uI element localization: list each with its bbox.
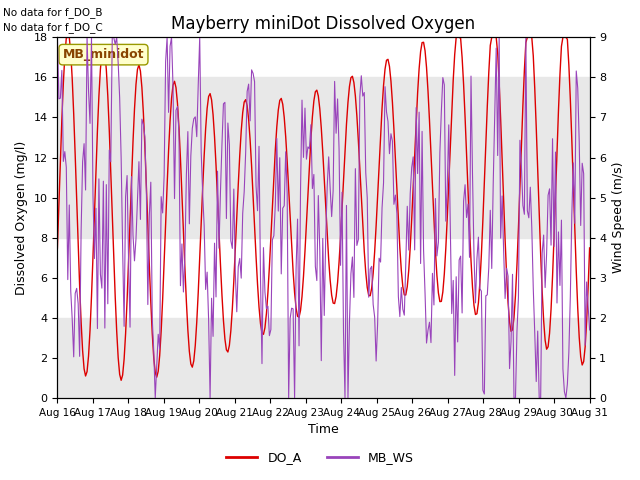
Legend: DO_A, MB_WS: DO_A, MB_WS xyxy=(221,446,419,469)
Text: No data for f_DO_B: No data for f_DO_B xyxy=(3,7,102,18)
Bar xyxy=(58,77,589,238)
Y-axis label: Dissolved Oxygen (mg/l): Dissolved Oxygen (mg/l) xyxy=(15,141,28,295)
Title: Mayberry miniDot Dissolved Oxygen: Mayberry miniDot Dissolved Oxygen xyxy=(172,15,476,33)
Text: No data for f_DO_C: No data for f_DO_C xyxy=(3,22,103,33)
Text: MB_minidot: MB_minidot xyxy=(63,48,144,61)
X-axis label: Time: Time xyxy=(308,423,339,436)
Y-axis label: Wind Speed (m/s): Wind Speed (m/s) xyxy=(612,162,625,274)
Bar xyxy=(58,318,589,398)
